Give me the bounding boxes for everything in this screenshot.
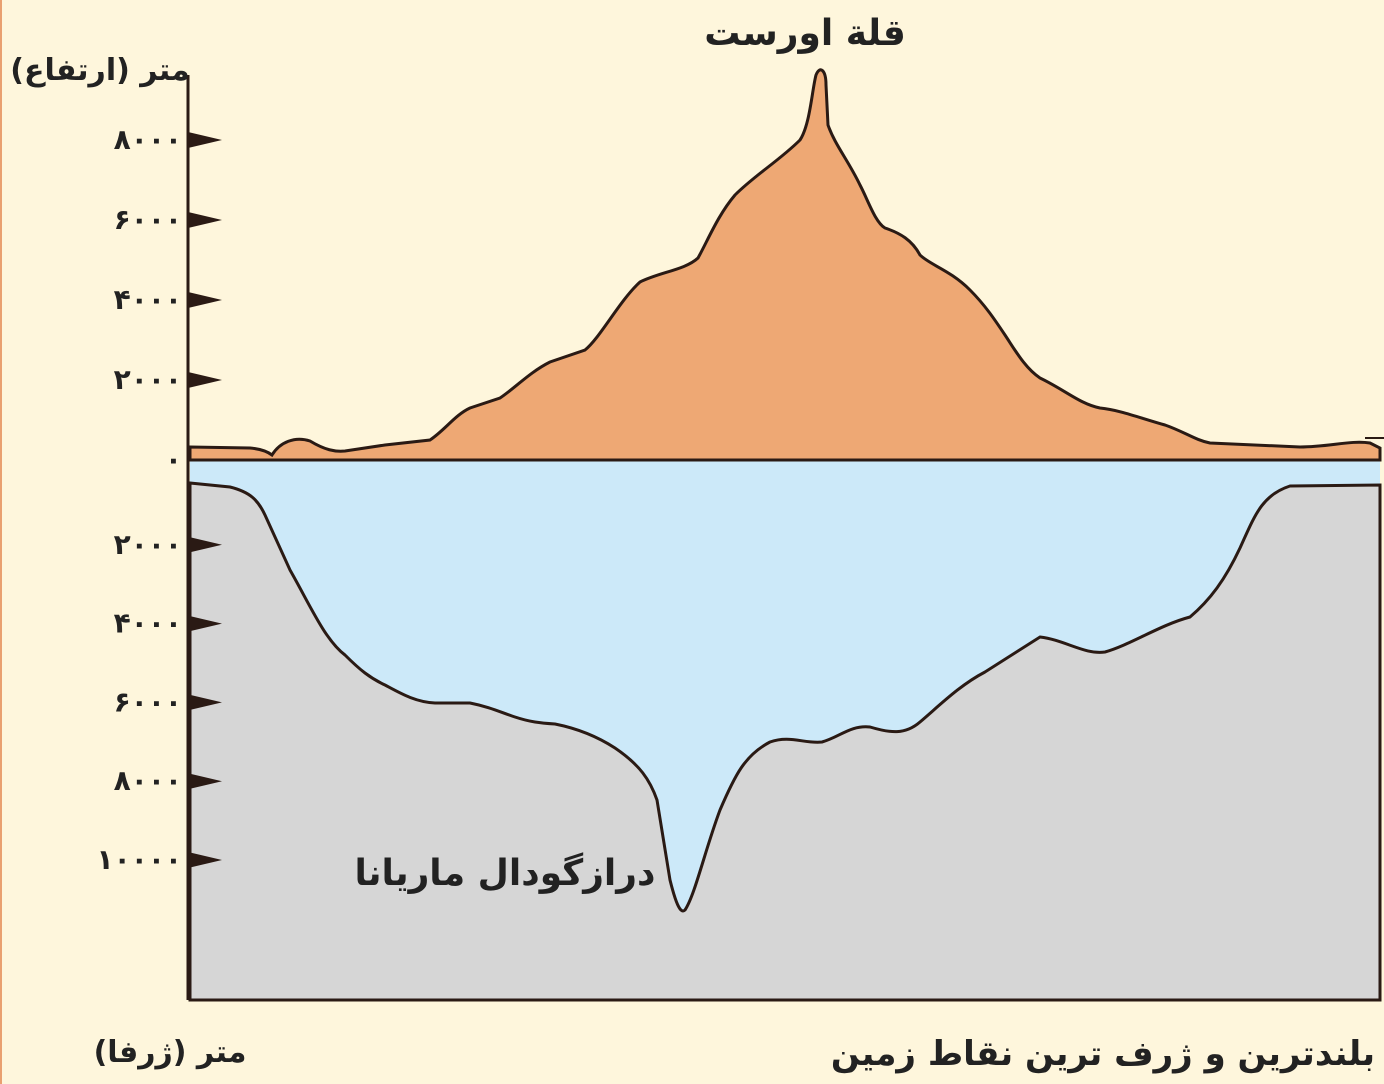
tick-label: ۴۰۰۰ <box>114 283 182 316</box>
tick-label: ۰ <box>165 443 182 476</box>
tick-label: ۸۰۰۰ <box>114 123 182 156</box>
trench-label: درازگودال ماریانا <box>355 852 656 894</box>
tick-label: ۸۰۰۰ <box>114 764 182 797</box>
tick-label: ۲۰۰۰ <box>114 528 182 561</box>
tick-label: ۶۰۰۰ <box>114 685 182 718</box>
tick-label: ۴۰۰۰ <box>114 607 182 640</box>
diagram: قلة اورست درازگودال ماریانا بلندترین و ژ… <box>0 0 1384 1084</box>
caption: بلندترین و ژرف ترین نقاط زمین <box>831 1034 1375 1074</box>
page: {"title": "قلة اورست", "trench_label": "… <box>0 0 1384 1084</box>
height-axis-label: متر (ارتفاع) <box>10 53 190 88</box>
tick-label: ۱۰۰۰۰ <box>97 843 182 876</box>
tick-label: ۶۰۰۰ <box>114 203 182 236</box>
tick-label: ۲۰۰۰ <box>114 363 182 396</box>
depth-axis-label: متر (ژرفا) <box>94 1035 247 1070</box>
title: قلة اورست <box>704 13 906 54</box>
